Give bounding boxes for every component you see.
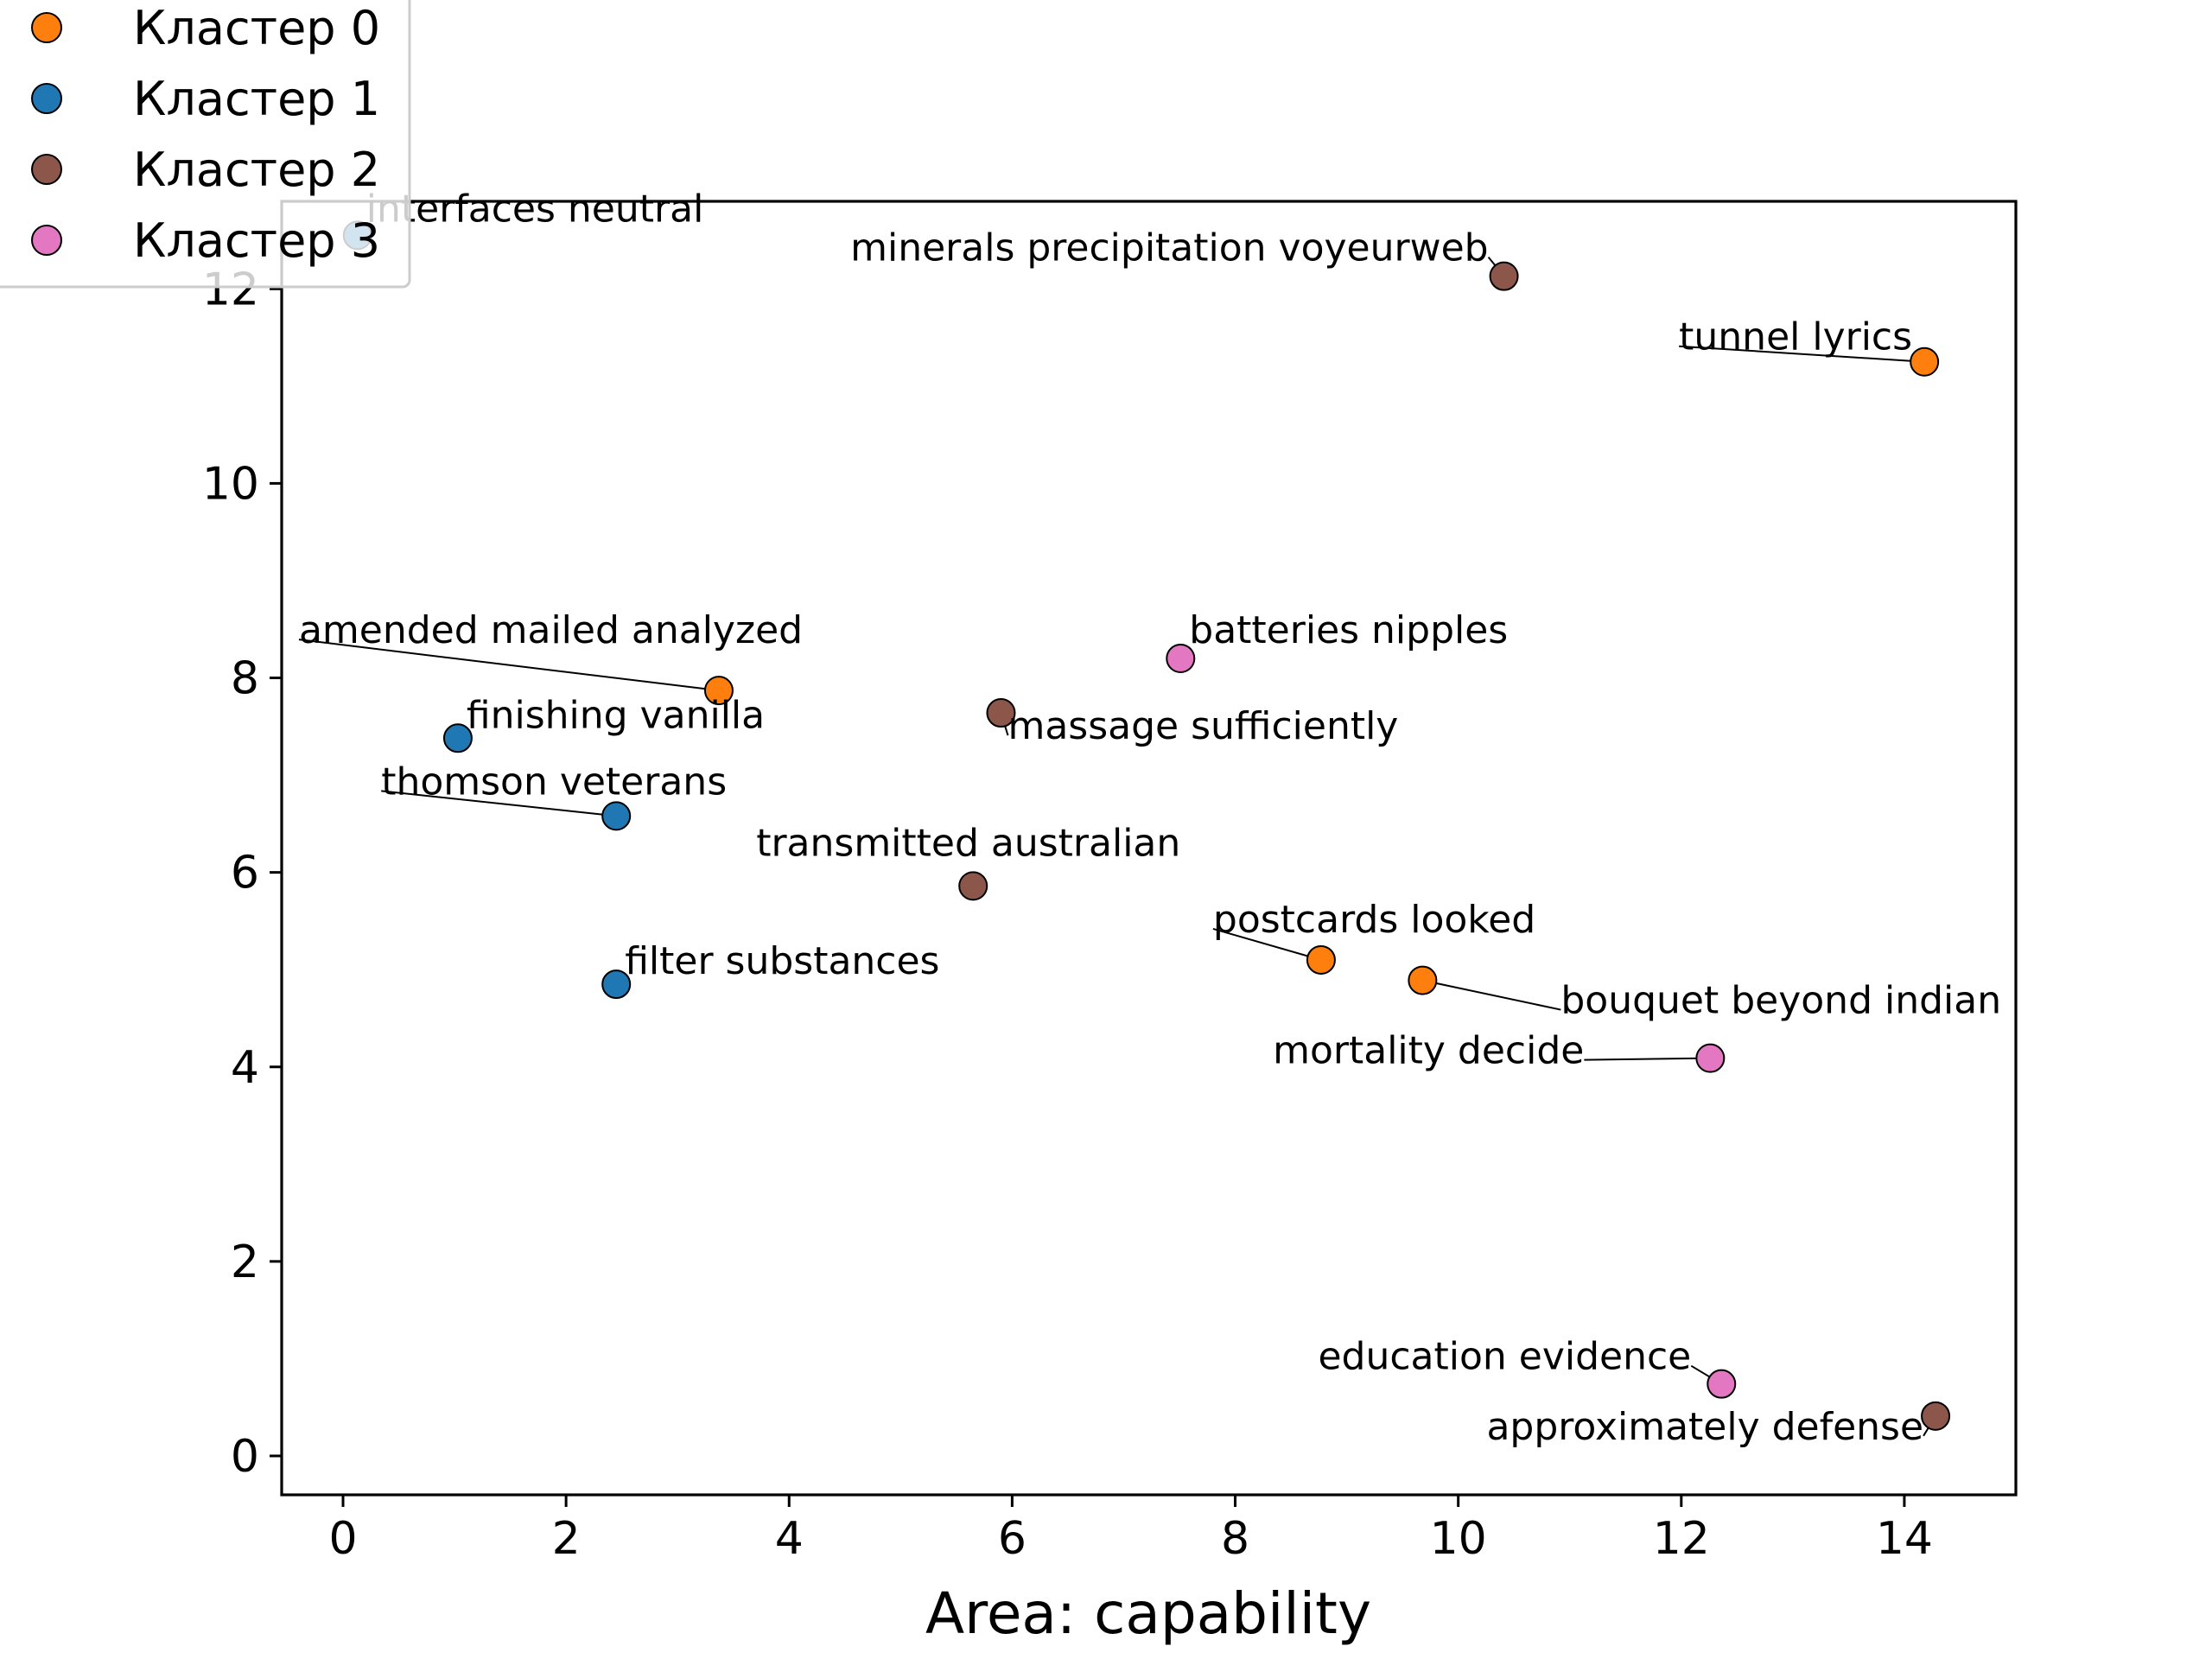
data-point bbox=[1707, 1369, 1737, 1399]
data-point bbox=[703, 676, 734, 706]
data-point bbox=[1910, 346, 1940, 377]
point-label: bouquet beyond indian bbox=[1560, 979, 2001, 1023]
point-label: interfaces neutral bbox=[366, 187, 704, 231]
data-point bbox=[442, 723, 473, 753]
x-tick-label: 0 bbox=[328, 1513, 357, 1565]
data-point bbox=[601, 801, 632, 831]
x-tick-label: 2 bbox=[552, 1513, 581, 1565]
legend-marker bbox=[31, 12, 62, 43]
legend-label: Кластер 2 bbox=[133, 143, 380, 197]
y-tick-label: 10 bbox=[202, 458, 259, 510]
x-tick-label: 8 bbox=[1221, 1513, 1249, 1565]
data-point bbox=[1408, 965, 1438, 995]
data-point bbox=[1695, 1043, 1726, 1073]
point-label: postcards looked bbox=[1213, 898, 1535, 942]
leader-line bbox=[381, 790, 617, 817]
point-label: tunnel lyrics bbox=[1679, 315, 1912, 359]
y-tick-label: 6 bbox=[231, 848, 259, 899]
point-label: thomson veterans bbox=[381, 760, 727, 804]
leader-line bbox=[1422, 979, 1561, 1011]
x-tick-label: 10 bbox=[1430, 1513, 1487, 1565]
data-point bbox=[986, 698, 1016, 728]
x-tick-label: 12 bbox=[1653, 1513, 1710, 1565]
point-label: finishing vanilla bbox=[467, 693, 765, 737]
leader-line bbox=[1212, 927, 1322, 961]
x-tick-label: 14 bbox=[1876, 1513, 1933, 1565]
x-tick-label: 6 bbox=[998, 1513, 1027, 1565]
leader-line bbox=[1679, 345, 1925, 363]
point-label: mortality decide bbox=[1273, 1029, 1584, 1073]
point-label: batteries nipples bbox=[1189, 608, 1508, 652]
x-tick-label: 4 bbox=[775, 1513, 804, 1565]
point-label: education evidence bbox=[1318, 1335, 1691, 1379]
legend-marker bbox=[31, 154, 62, 185]
data-point bbox=[1306, 944, 1336, 975]
legend-marker bbox=[31, 83, 62, 114]
point-label: approximately defense bbox=[1486, 1405, 1923, 1449]
data-point bbox=[1921, 1401, 1951, 1431]
legend-label: Кластер 3 bbox=[133, 213, 380, 268]
legend-marker bbox=[31, 225, 62, 256]
data-point bbox=[1489, 261, 1519, 291]
data-point bbox=[1166, 644, 1196, 674]
legend-box bbox=[0, 0, 411, 289]
y-tick-label: 8 bbox=[231, 653, 259, 705]
data-points bbox=[342, 220, 1951, 1431]
point-label: massage sufficiently bbox=[1007, 704, 1398, 748]
point-label: filter substances bbox=[625, 939, 939, 983]
y-tick-label: 4 bbox=[231, 1042, 259, 1094]
plot-area bbox=[282, 201, 2016, 1495]
leader-line bbox=[1584, 1057, 1711, 1061]
x-axis-label: Area: capability bbox=[925, 1580, 1371, 1647]
point-labels: amended mailed analyzed postcards looked b… bbox=[299, 187, 2001, 1448]
y-tick-label: 0 bbox=[231, 1431, 259, 1483]
legend-label: Кластер 0 bbox=[133, 1, 380, 55]
y-tick-label: 2 bbox=[231, 1236, 259, 1288]
legend: Кластер 0 Кластер 1 Кластер 2 Кластер 3 bbox=[0, 0, 411, 289]
point-label: minerals precipitation voyeurweb bbox=[850, 226, 1488, 270]
plot-frame bbox=[280, 200, 2018, 1497]
point-label: amended mailed analyzed bbox=[299, 608, 803, 652]
legend-label: Кластер 1 bbox=[133, 72, 380, 126]
point-label: transmitted australian bbox=[756, 821, 1180, 865]
data-point bbox=[958, 871, 988, 901]
leader-line bbox=[298, 639, 720, 692]
data-point bbox=[601, 969, 632, 1000]
